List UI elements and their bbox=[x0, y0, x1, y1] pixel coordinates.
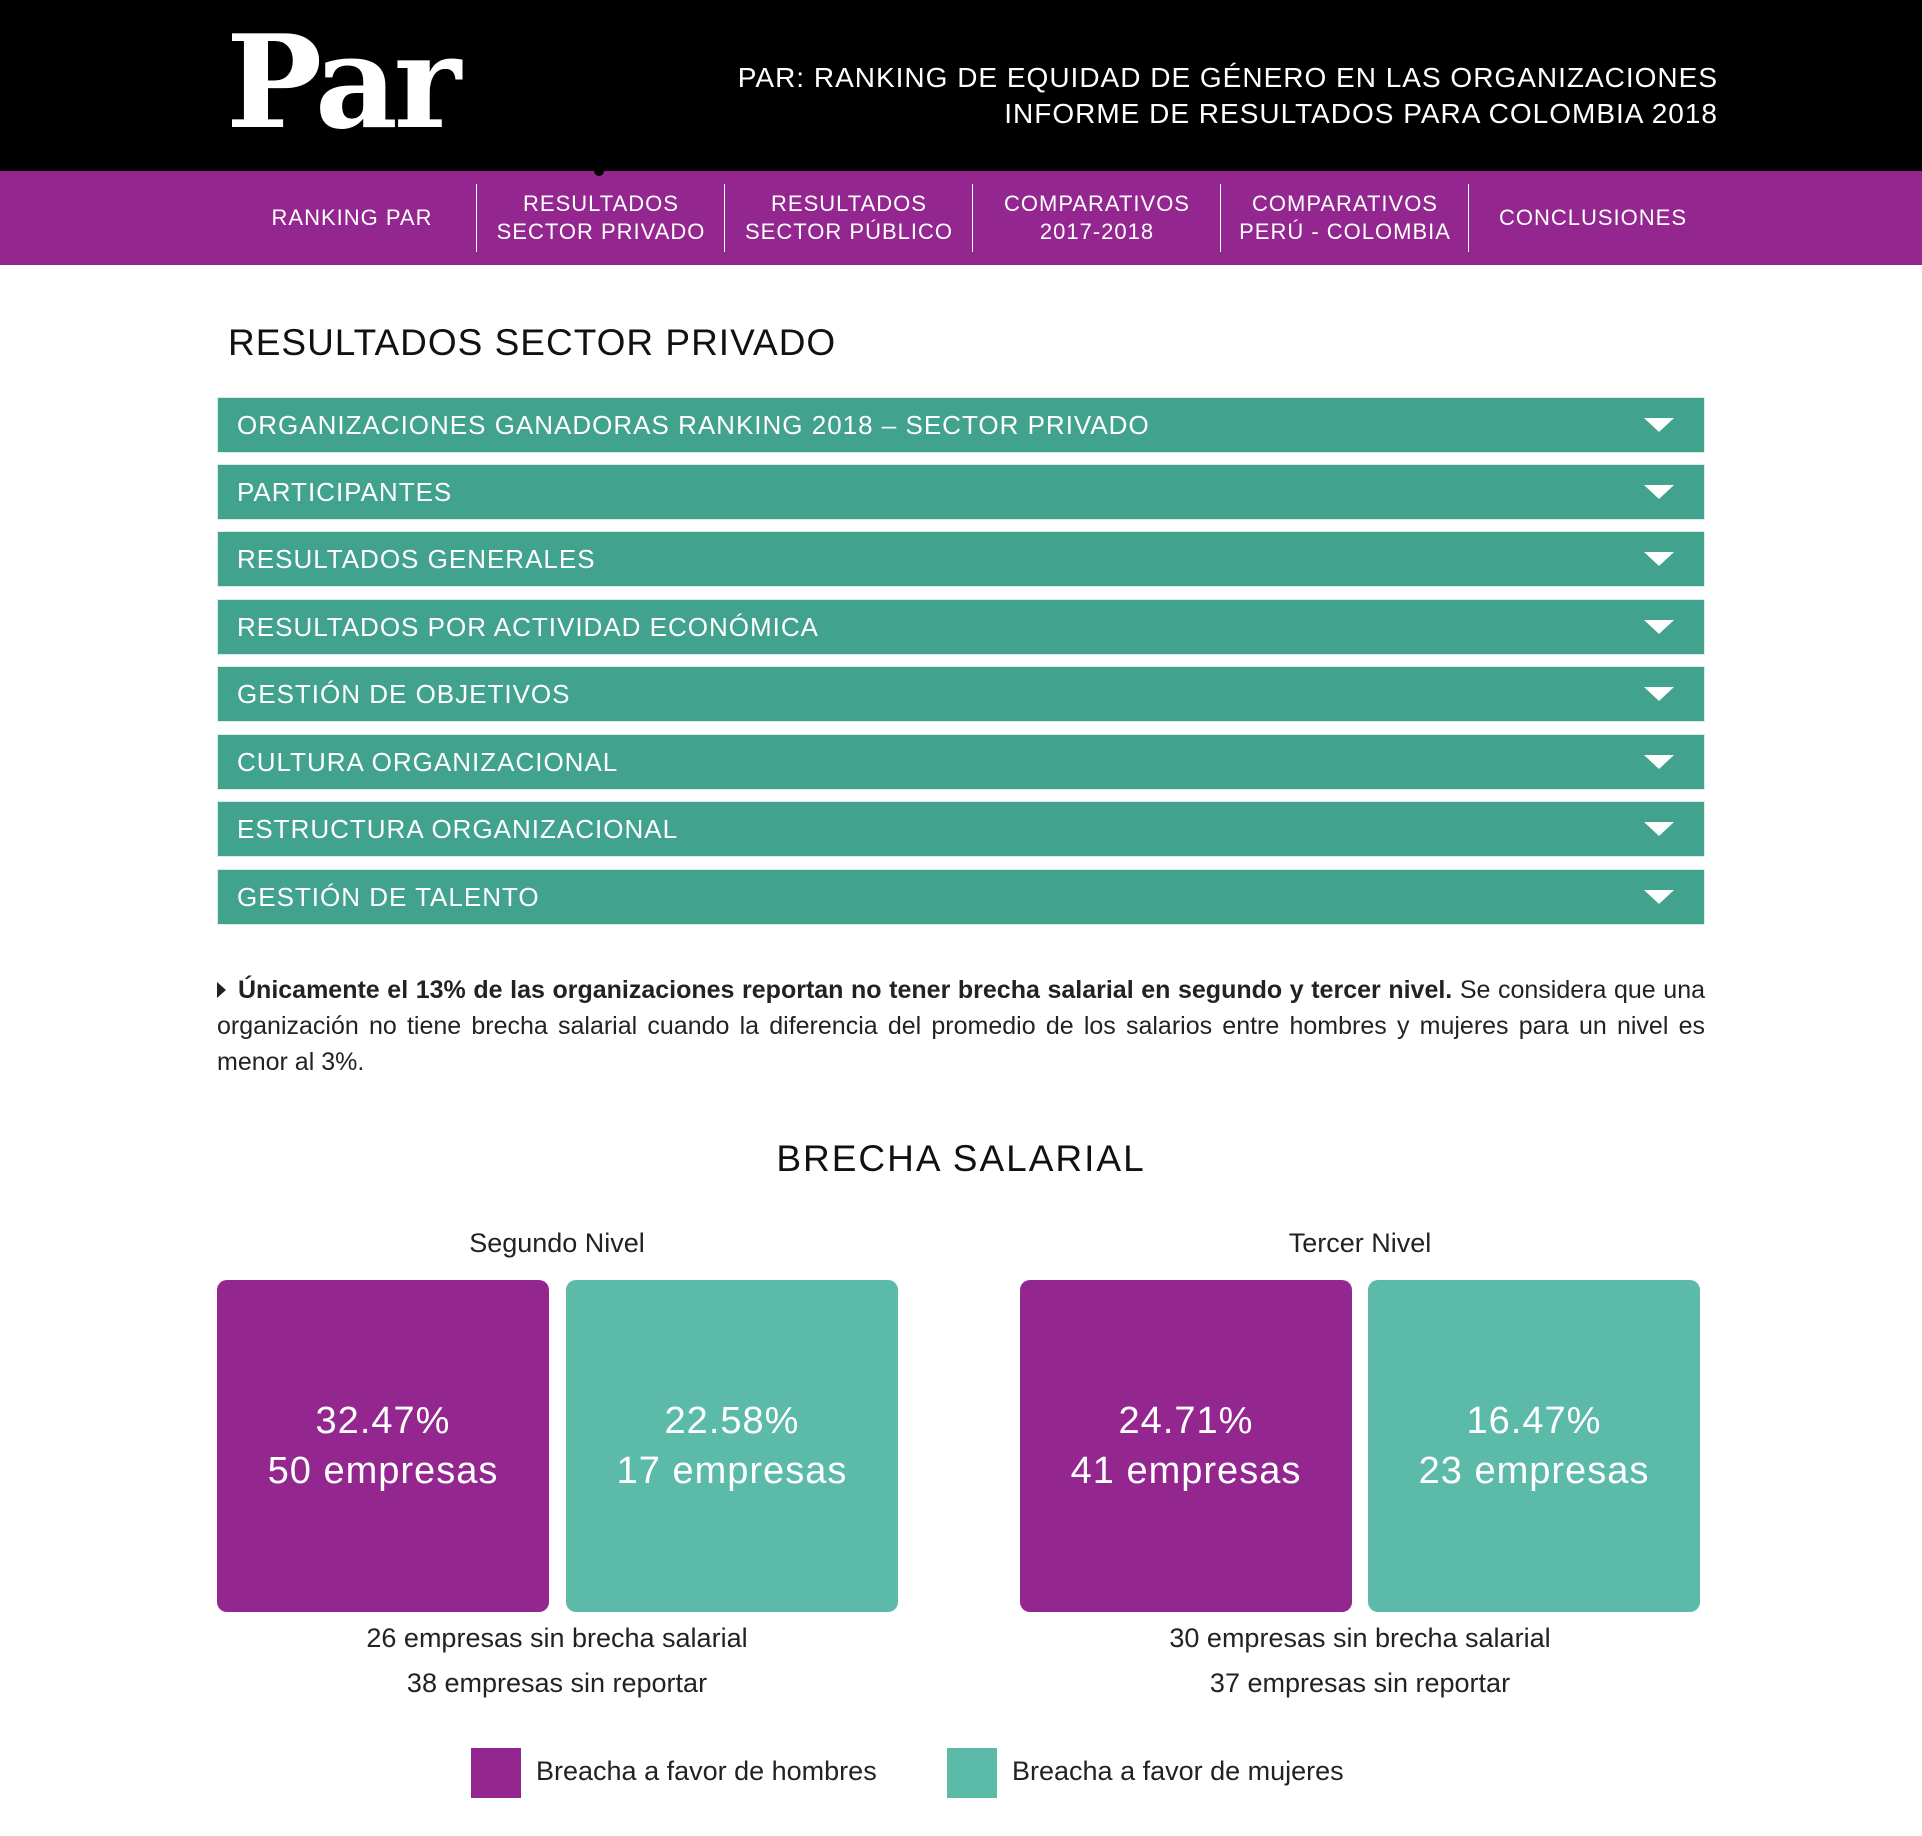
nav-item-conclusiones[interactable]: CONCLUSIONES bbox=[1498, 205, 1688, 230]
nav-separator bbox=[1468, 184, 1469, 252]
nav-item-resultados-privado[interactable]: RESULTADOS SECTOR PRIVADO bbox=[496, 191, 706, 244]
tile-percent: 22.58% bbox=[664, 1400, 800, 1442]
main-nav bbox=[0, 171, 1922, 265]
chevron-down-icon[interactable] bbox=[1644, 890, 1674, 904]
triangle-right-icon bbox=[217, 982, 226, 998]
accordion-label: PARTICIPANTES bbox=[237, 476, 453, 507]
tile-percent: 24.71% bbox=[1118, 1400, 1254, 1442]
accordion-gestion-objetivos[interactable]: GESTIÓN DE OBJETIVOS bbox=[217, 666, 1705, 722]
nav-item-ranking-par[interactable]: RANKING PAR bbox=[271, 205, 433, 230]
nav-item-comparativos-peru-colombia[interactable]: COMPARATIVOS PERÚ - COLOMBIA bbox=[1239, 191, 1451, 244]
accordion-resultados-generales[interactable]: RESULTADOS GENERALES bbox=[217, 531, 1705, 587]
accordion-label: RESULTADOS GENERALES bbox=[237, 543, 596, 574]
accordion-label: GESTIÓN DE OBJETIVOS bbox=[237, 678, 571, 709]
brecha-note: Únicamente el 13% de las organizaciones … bbox=[217, 972, 1705, 1080]
accordion-actividad-economica[interactable]: RESULTADOS POR ACTIVIDAD ECONÓMICA bbox=[217, 599, 1705, 655]
legend-label-hombres: Breacha a favor de hombres bbox=[536, 1756, 877, 1786]
nav-separator bbox=[972, 184, 973, 252]
tile-segundo-mujeres: 22.58% 17 empresas bbox=[566, 1280, 898, 1612]
tile-count: 17 empresas bbox=[616, 1450, 848, 1492]
tercer-sin-brecha: 30 empresas sin brecha salarial bbox=[1169, 1623, 1551, 1653]
level-title-segundo: Segundo Nivel bbox=[469, 1228, 645, 1258]
tile-tercer-mujeres: 16.47% 23 empresas bbox=[1368, 1280, 1700, 1612]
nav-item-comparativos-2017-2018[interactable]: COMPARATIVOS 2017-2018 bbox=[1004, 191, 1190, 244]
level-title-tercer: Tercer Nivel bbox=[1288, 1228, 1432, 1258]
accordion-estructura-organizacional[interactable]: ESTRUCTURA ORGANIZACIONAL bbox=[217, 801, 1705, 857]
chevron-down-icon[interactable] bbox=[1644, 687, 1674, 701]
segundo-sin-brecha: 26 empresas sin brecha salarial bbox=[366, 1623, 748, 1653]
legend-label-mujeres: Breacha a favor de mujeres bbox=[1012, 1756, 1344, 1786]
accordion-cultura-organizacional[interactable]: CULTURA ORGANIZACIONAL bbox=[217, 734, 1705, 790]
tercer-sin-reportar: 37 empresas sin reportar bbox=[1209, 1668, 1511, 1698]
accordion-gestion-talento[interactable]: GESTIÓN DE TALENTO bbox=[217, 869, 1705, 925]
accordion-label: ORGANIZACIONES GANADORAS RANKING 2018 – … bbox=[237, 409, 1150, 440]
active-nav-indicator bbox=[594, 166, 604, 176]
tile-tercer-hombres: 24.71% 41 empresas bbox=[1020, 1280, 1352, 1612]
site-header: Par PAR: RANKING DE EQUIDAD DE GÉNERO EN… bbox=[0, 0, 1922, 171]
accordion-label: ESTRUCTURA ORGANIZACIONAL bbox=[237, 813, 679, 844]
nav-separator bbox=[724, 184, 725, 252]
nav-item-resultados-publico[interactable]: RESULTADOS SECTOR PÚBLICO bbox=[745, 191, 953, 244]
tile-count: 41 empresas bbox=[1070, 1450, 1302, 1492]
segundo-sin-reportar: 38 empresas sin reportar bbox=[406, 1668, 708, 1698]
logo-text: Par bbox=[226, 8, 461, 158]
chevron-down-icon[interactable] bbox=[1644, 418, 1674, 432]
chart-title: BRECHA SALARIAL bbox=[776, 1138, 1146, 1179]
chevron-down-icon[interactable] bbox=[1644, 822, 1674, 836]
report-title: PAR: RANKING DE EQUIDAD DE GÉNERO EN LAS… bbox=[738, 60, 1718, 132]
tile-percent: 32.47% bbox=[315, 1400, 451, 1442]
chevron-down-icon[interactable] bbox=[1644, 755, 1674, 769]
chevron-down-icon[interactable] bbox=[1644, 485, 1674, 499]
nav-separator bbox=[1220, 184, 1221, 252]
report-title-line1: PAR: RANKING DE EQUIDAD DE GÉNERO EN LAS… bbox=[737, 62, 1718, 93]
accordion-label: CULTURA ORGANIZACIONAL bbox=[237, 746, 619, 777]
legend-swatch-mujeres bbox=[947, 1748, 997, 1798]
nav-separator bbox=[476, 184, 477, 252]
legend-swatch-hombres bbox=[471, 1748, 521, 1798]
accordion-ganadoras[interactable]: ORGANIZACIONES GANADORAS RANKING 2018 – … bbox=[217, 397, 1705, 453]
tile-segundo-hombres: 32.47% 50 empresas bbox=[217, 1280, 549, 1612]
accordion-label: RESULTADOS POR ACTIVIDAD ECONÓMICA bbox=[237, 611, 820, 642]
accordion-label: GESTIÓN DE TALENTO bbox=[237, 881, 540, 912]
tile-percent: 16.47% bbox=[1466, 1400, 1602, 1442]
tile-count: 23 empresas bbox=[1418, 1450, 1650, 1492]
page-title: RESULTADOS SECTOR PRIVADO bbox=[228, 322, 837, 363]
note-highlight: Únicamente el 13% de las organizaciones … bbox=[238, 976, 1453, 1004]
note-body: Se considera que una organización no tie… bbox=[217, 976, 1706, 1076]
chevron-down-icon[interactable] bbox=[1644, 620, 1674, 634]
report-title-line2: INFORME DE RESULTADOS PARA COLOMBIA 2018 bbox=[1004, 98, 1718, 129]
tile-count: 50 empresas bbox=[267, 1450, 499, 1492]
accordion-participantes[interactable]: PARTICIPANTES bbox=[217, 464, 1705, 520]
par-logo[interactable]: Par bbox=[226, 19, 461, 147]
chevron-down-icon[interactable] bbox=[1644, 552, 1674, 566]
